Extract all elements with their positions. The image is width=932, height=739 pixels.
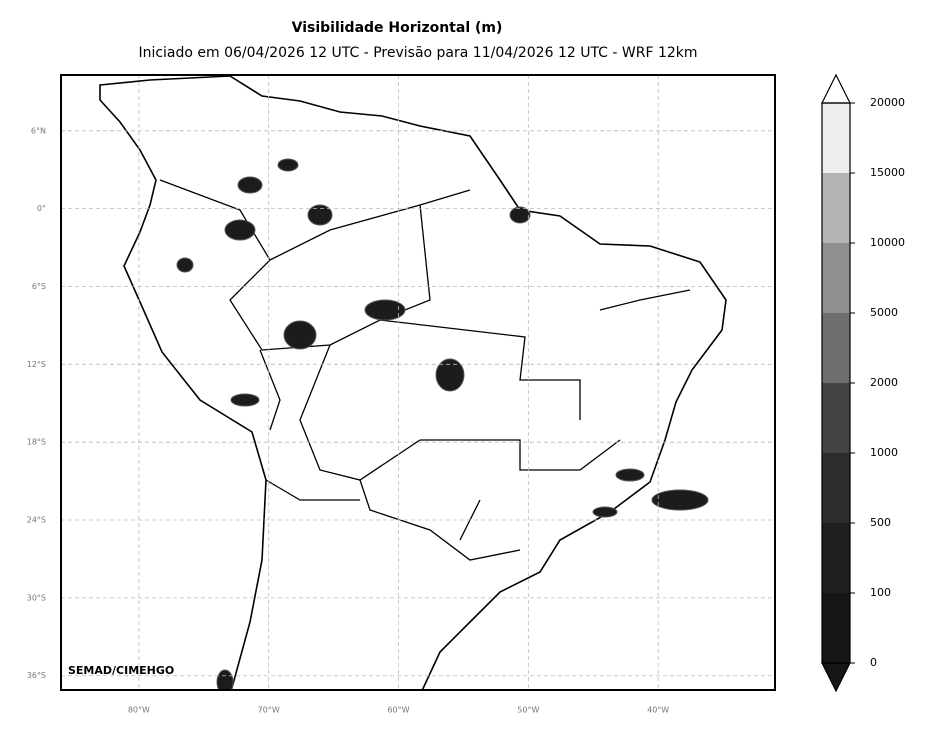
low-visibility-area bbox=[237, 176, 263, 194]
low-visibility-area bbox=[230, 393, 260, 407]
low-visibility-area bbox=[592, 506, 618, 518]
colorbar-band bbox=[822, 453, 850, 523]
colorbar-label: 20000 bbox=[870, 96, 905, 109]
low-visibility-area bbox=[651, 489, 709, 511]
title: Visibilidade Horizontal (m) bbox=[292, 20, 503, 36]
low-visibility-area bbox=[364, 299, 406, 321]
colorbar-band bbox=[822, 103, 850, 173]
lon-label: 80°W bbox=[128, 706, 150, 715]
lon-label: 70°W bbox=[258, 706, 280, 715]
low-visibility-area bbox=[615, 468, 645, 482]
lat-label: 18°S bbox=[27, 438, 46, 447]
credit: SEMAD/CIMEHGO bbox=[68, 664, 174, 677]
lon-label: 40°W bbox=[647, 706, 669, 715]
subtitle: Iniciado em 06/04/2026 12 UTC - Previsão… bbox=[138, 45, 697, 61]
coastline bbox=[99, 75, 727, 690]
low-visibility-area bbox=[224, 219, 256, 241]
colorbar-label: 1000 bbox=[870, 446, 898, 459]
low-visibility-area bbox=[216, 669, 234, 690]
low-visibility-area bbox=[283, 320, 317, 350]
lat-label: 12°S bbox=[27, 360, 46, 369]
colorbar-band bbox=[822, 593, 850, 663]
low-visibility-area bbox=[509, 206, 531, 224]
lat-label: 6°N bbox=[31, 126, 46, 135]
colorbar-band bbox=[822, 383, 850, 453]
colorbar-band bbox=[822, 173, 850, 243]
colorbar-label: 2000 bbox=[870, 376, 898, 389]
map-layer bbox=[99, 75, 727, 690]
low-visibility-area bbox=[176, 257, 194, 273]
colorbar-extend-low bbox=[821, 662, 851, 693]
colorbar-label: 15000 bbox=[870, 166, 905, 179]
low-visibility-area bbox=[435, 358, 465, 392]
lat-label: 36°S bbox=[27, 671, 46, 680]
colorbar-label: 0 bbox=[870, 656, 877, 669]
lat-label: 24°S bbox=[27, 516, 46, 525]
colorbar-label: 5000 bbox=[870, 306, 898, 319]
low-visibility-area bbox=[307, 204, 333, 226]
colorbar-label: 500 bbox=[870, 516, 891, 529]
low-visibility-area bbox=[277, 158, 299, 172]
map-frame bbox=[60, 74, 776, 691]
colorbar-label: 100 bbox=[870, 586, 891, 599]
colorbar-band bbox=[822, 313, 850, 383]
colorbar-label: 10000 bbox=[870, 236, 905, 249]
colorbar-band bbox=[822, 523, 850, 593]
lat-label: 6°S bbox=[32, 282, 46, 291]
lon-label: 60°W bbox=[387, 706, 409, 715]
lat-label: 0° bbox=[37, 204, 46, 213]
colorbar-extend-high bbox=[821, 73, 851, 104]
lat-label: 30°S bbox=[27, 593, 46, 602]
colorbar-band bbox=[822, 243, 850, 313]
lon-label: 50°W bbox=[517, 706, 539, 715]
